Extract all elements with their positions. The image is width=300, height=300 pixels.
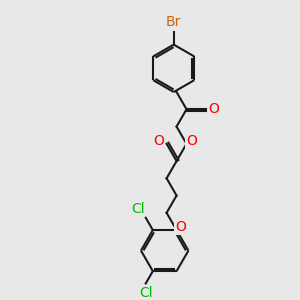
Text: Cl: Cl (131, 202, 145, 216)
Text: Br: Br (166, 15, 182, 29)
Text: O: O (154, 134, 164, 148)
Text: Cl: Cl (139, 286, 152, 300)
Text: O: O (186, 134, 197, 148)
Text: O: O (175, 220, 186, 234)
Text: O: O (208, 102, 220, 116)
